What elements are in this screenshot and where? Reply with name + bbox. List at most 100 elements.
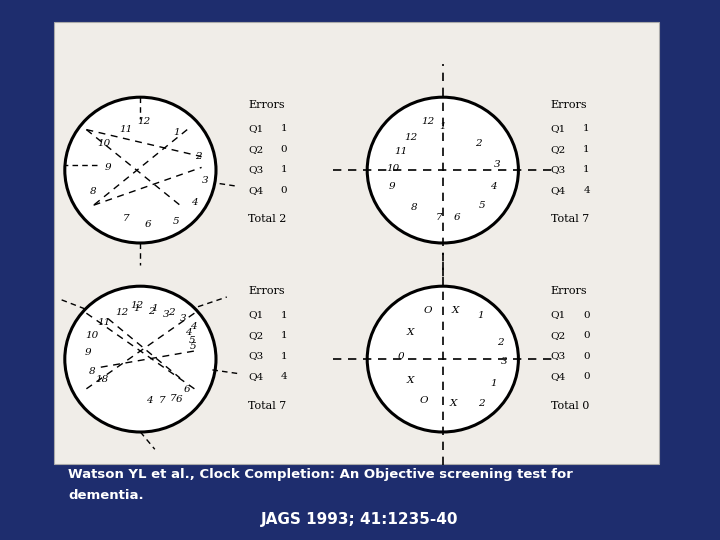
Text: 9: 9 xyxy=(389,182,396,191)
Text: 1: 1 xyxy=(281,310,287,320)
Text: 4: 4 xyxy=(146,396,153,405)
Text: Q4: Q4 xyxy=(551,372,566,381)
Text: X: X xyxy=(452,306,459,315)
Text: 3: 3 xyxy=(163,310,170,319)
Text: 8: 8 xyxy=(90,187,97,196)
Text: 3: 3 xyxy=(493,160,500,169)
Text: 0: 0 xyxy=(281,186,287,195)
Text: 8: 8 xyxy=(410,204,418,212)
Text: 0: 0 xyxy=(397,352,405,361)
Text: Total 2: Total 2 xyxy=(248,214,287,225)
Text: 0: 0 xyxy=(583,331,590,340)
Text: 11: 11 xyxy=(98,318,111,327)
Text: 2: 2 xyxy=(194,152,202,161)
Text: Q2: Q2 xyxy=(551,331,566,340)
Text: Total 7: Total 7 xyxy=(551,214,589,225)
Text: 1: 1 xyxy=(477,312,485,320)
Text: 1: 1 xyxy=(151,305,158,313)
Text: 0: 0 xyxy=(583,310,590,320)
Text: 2: 2 xyxy=(475,139,482,147)
Text: 5: 5 xyxy=(173,217,180,226)
Text: Q1: Q1 xyxy=(551,124,566,133)
Text: X: X xyxy=(407,328,414,336)
Text: Errors: Errors xyxy=(551,286,588,296)
Text: 4: 4 xyxy=(583,186,590,195)
Text: 4: 4 xyxy=(281,372,287,381)
Text: O: O xyxy=(420,396,428,405)
Text: 6: 6 xyxy=(144,220,151,228)
Text: 5: 5 xyxy=(189,336,196,345)
Text: Q3: Q3 xyxy=(248,352,264,361)
Ellipse shape xyxy=(367,97,518,243)
Text: 1: 1 xyxy=(583,145,590,154)
Text: Total 7: Total 7 xyxy=(248,401,287,411)
Text: Q3: Q3 xyxy=(551,352,566,361)
Text: Q3: Q3 xyxy=(248,165,264,174)
Text: Q1: Q1 xyxy=(248,310,264,320)
Text: 12: 12 xyxy=(116,308,129,316)
Text: 9: 9 xyxy=(104,163,112,172)
Text: 3: 3 xyxy=(500,357,508,366)
Text: 7: 7 xyxy=(122,214,130,223)
Text: Errors: Errors xyxy=(248,286,285,296)
Text: Q4: Q4 xyxy=(248,186,264,195)
Text: 11: 11 xyxy=(395,147,408,156)
Text: Q4: Q4 xyxy=(248,372,264,381)
Text: 11: 11 xyxy=(120,125,132,134)
Text: 10: 10 xyxy=(86,332,99,340)
Text: O: O xyxy=(423,306,432,315)
Text: 1: 1 xyxy=(583,165,590,174)
Text: 12: 12 xyxy=(422,117,435,126)
Text: 4: 4 xyxy=(191,198,198,207)
Text: 12: 12 xyxy=(138,117,150,126)
Bar xyxy=(54,22,659,464)
Text: 6: 6 xyxy=(184,386,191,394)
Text: 18: 18 xyxy=(96,375,109,384)
Text: 2: 2 xyxy=(477,400,485,408)
Text: 3: 3 xyxy=(202,177,209,185)
Text: Total 0: Total 0 xyxy=(551,401,589,411)
Text: JAGS 1993; 41:1235-40: JAGS 1993; 41:1235-40 xyxy=(261,512,459,527)
Text: 1: 1 xyxy=(133,305,140,313)
Text: Q1: Q1 xyxy=(551,310,566,320)
Text: Q2: Q2 xyxy=(551,145,566,154)
Text: 1: 1 xyxy=(173,128,180,137)
Text: Q3: Q3 xyxy=(551,165,566,174)
Text: 1: 1 xyxy=(281,124,287,133)
Text: X: X xyxy=(449,400,456,408)
Text: Q1: Q1 xyxy=(248,124,264,133)
Text: 0: 0 xyxy=(583,352,590,361)
Text: Q2: Q2 xyxy=(248,331,264,340)
Text: 4: 4 xyxy=(184,328,192,336)
Text: 12: 12 xyxy=(130,301,143,309)
Text: 5: 5 xyxy=(479,201,486,210)
Text: 2: 2 xyxy=(148,307,155,315)
Text: 9: 9 xyxy=(84,348,91,356)
Text: 6: 6 xyxy=(454,213,461,221)
Text: 1: 1 xyxy=(281,352,287,361)
Ellipse shape xyxy=(65,97,216,243)
Text: 7: 7 xyxy=(169,394,176,403)
Text: 3: 3 xyxy=(180,314,187,323)
Text: Errors: Errors xyxy=(248,100,285,110)
Text: 4: 4 xyxy=(490,182,497,191)
Text: Q2: Q2 xyxy=(248,145,264,154)
Text: 8: 8 xyxy=(89,367,96,376)
Text: 1: 1 xyxy=(281,331,287,340)
Text: 1: 1 xyxy=(583,124,590,133)
Text: 0: 0 xyxy=(281,145,287,154)
Ellipse shape xyxy=(367,286,518,432)
Text: 0: 0 xyxy=(583,372,590,381)
Text: 2: 2 xyxy=(497,339,504,347)
Text: Q4: Q4 xyxy=(551,186,566,195)
Text: 2: 2 xyxy=(168,308,175,316)
Text: 12: 12 xyxy=(405,133,418,142)
Text: 5: 5 xyxy=(189,342,197,351)
Text: 10: 10 xyxy=(98,139,111,147)
Text: 4: 4 xyxy=(189,322,197,331)
Text: 10: 10 xyxy=(387,164,400,173)
Text: 1: 1 xyxy=(281,165,287,174)
Text: 1: 1 xyxy=(439,123,446,131)
Text: 6: 6 xyxy=(175,395,182,404)
Ellipse shape xyxy=(65,286,216,432)
